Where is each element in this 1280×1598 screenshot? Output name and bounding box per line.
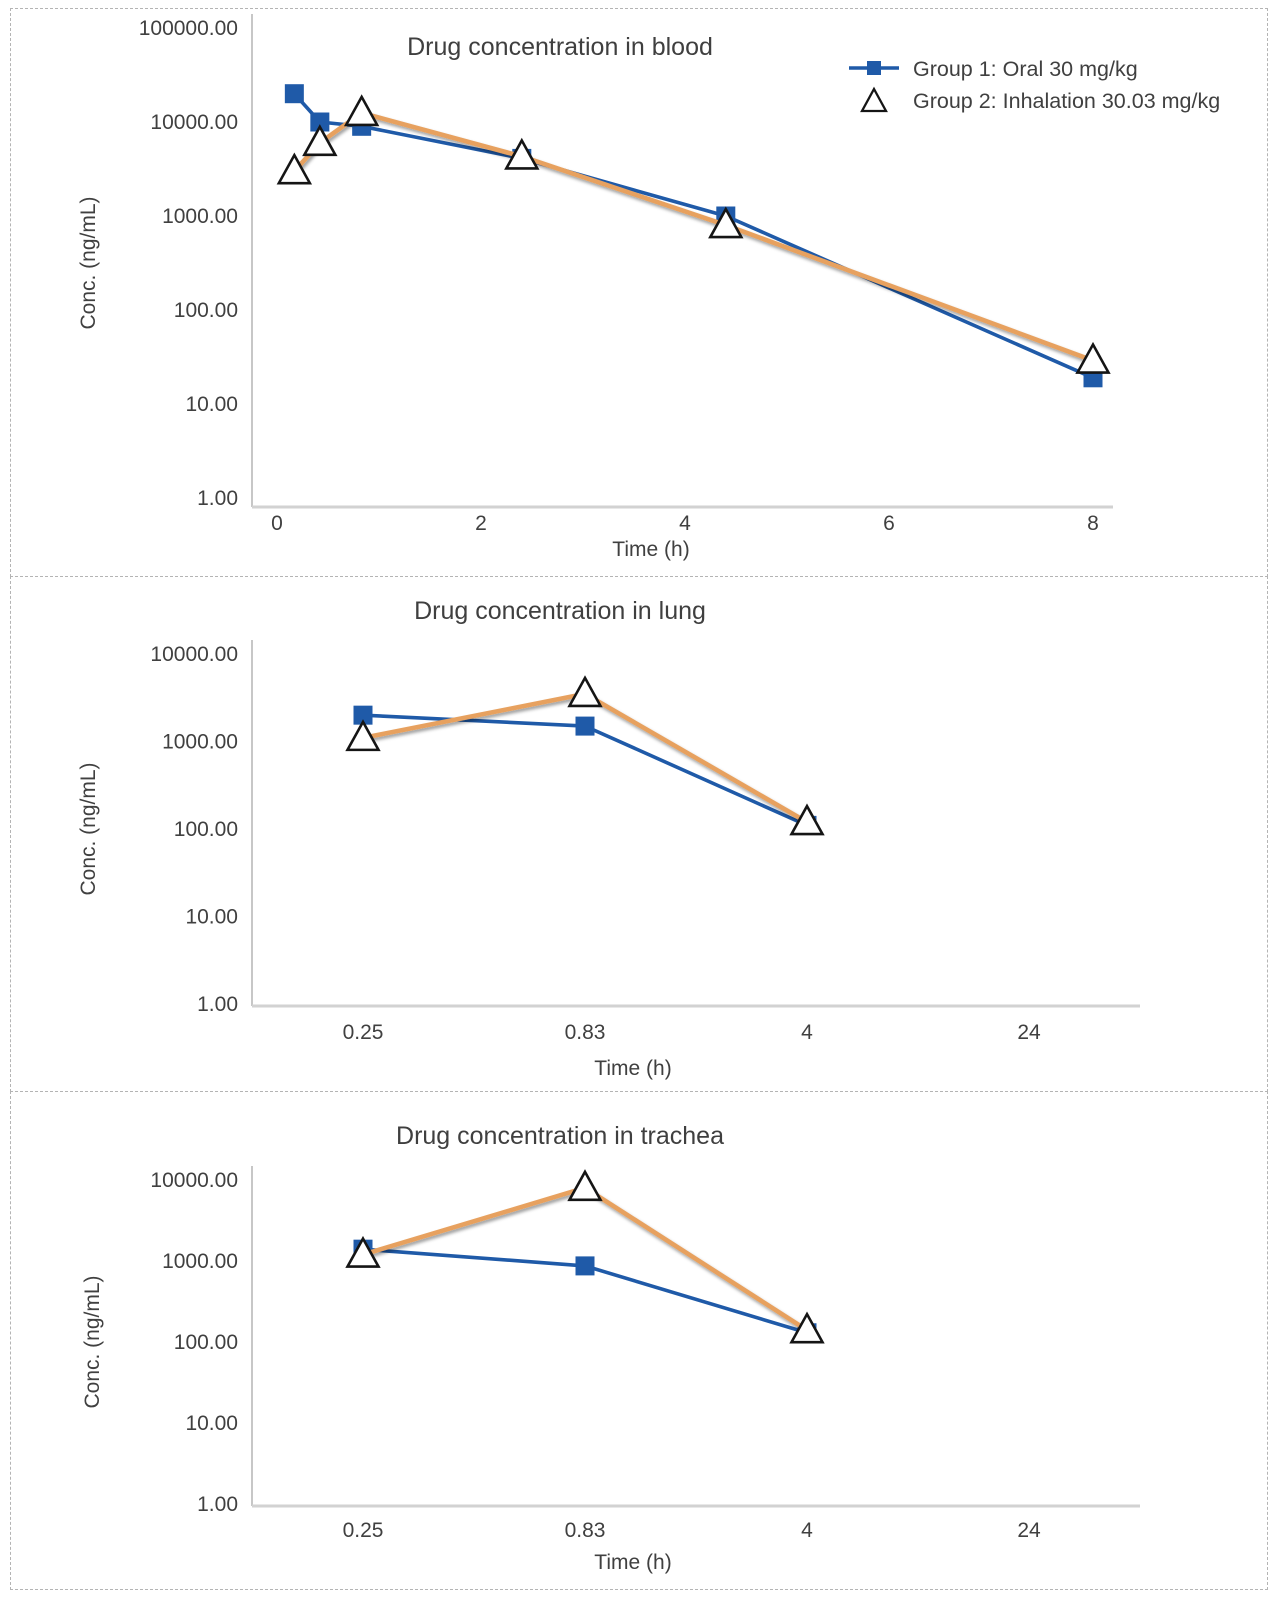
- marker-triangle: [345, 719, 381, 752]
- series-group1: [284, 84, 1103, 388]
- chart-title: Drug concentration in trachea: [396, 1122, 724, 1150]
- y-axis-title: Conc. (ng/mL): [81, 1275, 104, 1408]
- legend-triangle-icon: [860, 86, 888, 113]
- x-tick-label: 24: [1017, 1519, 1041, 1542]
- y-tick-label: 10.00: [185, 393, 238, 416]
- legend-label: Group 2: Inhalation 30.03 mg/kg: [913, 89, 1220, 113]
- y-tick-label: 1.00: [197, 993, 238, 1016]
- series-group2: [345, 1169, 825, 1344]
- marker-triangle: [567, 675, 603, 708]
- y-tick-label: 10000.00: [150, 111, 238, 134]
- marker-square: [575, 716, 595, 736]
- x-tick-label: 0.25: [343, 1519, 384, 1542]
- y-tick-label: 100000.00: [139, 17, 238, 40]
- series-group2: [276, 94, 1111, 374]
- marker-triangle: [276, 152, 313, 185]
- series-line: [293, 92, 1094, 380]
- y-tick-label: 100.00: [174, 1331, 238, 1354]
- legend-square-icon: [867, 61, 881, 75]
- x-axis-title: Time (h): [594, 1057, 671, 1080]
- y-tick-label: 10.00: [185, 1412, 238, 1435]
- y-tick-label: 1000.00: [162, 205, 238, 228]
- y-tick-label: 1.00: [197, 1493, 238, 1516]
- chart-title: Drug concentration in blood: [407, 33, 713, 61]
- x-tick-label: 6: [883, 512, 895, 535]
- chart-panel-trachea: Drug concentration in trachea 10000.00 100…: [10, 1091, 1268, 1590]
- marker-triangle: [789, 803, 825, 836]
- x-tick-label: 4: [679, 512, 691, 535]
- marker-triangle: [345, 1235, 381, 1268]
- y-tick-label: 1000.00: [162, 731, 238, 754]
- chart-panel-blood: Drug concentration in blood 100000.00 1000…: [10, 8, 1268, 577]
- marker-triangle: [343, 94, 380, 127]
- x-axis-title: Time (h): [594, 1551, 671, 1574]
- x-tick-label: 0: [271, 512, 283, 535]
- chart-svg: Drug concentration in blood 100000.00 1000…: [77, 14, 1220, 561]
- y-tick-label: 1000.00: [162, 1250, 238, 1273]
- y-tick-label: 10000.00: [150, 643, 238, 666]
- x-tick-label: 8: [1087, 512, 1099, 535]
- x-axis-title: Time (h): [612, 538, 689, 561]
- y-tick-label: 1.00: [197, 487, 238, 510]
- x-tick-label: 4: [801, 1519, 813, 1542]
- x-tick-label: 24: [1017, 1021, 1041, 1044]
- marker-triangle: [1075, 341, 1111, 374]
- marker-triangle: [302, 124, 338, 157]
- legend-item-group2: Group 2: Inhalation 30.03 mg/kg: [849, 86, 1220, 113]
- x-tick-label: 4: [801, 1021, 813, 1044]
- legend-label: Group 1: Oral 30 mg/kg: [913, 57, 1138, 81]
- chart-svg: Drug concentration in lung 10000.00 1000.0…: [77, 597, 1140, 1080]
- y-tick-label: 100.00: [174, 818, 238, 841]
- chart-title: Drug concentration in lung: [414, 597, 706, 625]
- y-axis-title: Conc. (ng/mL): [77, 762, 100, 895]
- marker-triangle: [504, 137, 540, 170]
- legend-item-group1: Group 1: Oral 30 mg/kg: [849, 57, 1138, 81]
- x-tick-label: 0.83: [565, 1021, 606, 1044]
- y-tick-label: 10000.00: [150, 1169, 238, 1192]
- marker-triangle: [567, 1169, 603, 1202]
- marker-square: [353, 705, 373, 725]
- marker-square: [284, 84, 304, 104]
- chart-svg: Drug concentration in trachea 10000.00 100…: [81, 1122, 1140, 1574]
- y-tick-label: 100.00: [174, 299, 238, 322]
- series-group2: [345, 675, 825, 836]
- marker-triangle: [789, 1311, 825, 1344]
- x-tick-label: 0.83: [565, 1519, 606, 1542]
- marker-square: [310, 112, 330, 132]
- y-tick-label: 10.00: [185, 906, 238, 929]
- marker-triangle: [708, 206, 744, 239]
- y-axis-title: Conc. (ng/mL): [77, 196, 100, 329]
- chart-panel-lung: Drug concentration in lung 10000.00 1000.0…: [10, 576, 1268, 1092]
- series-line: [362, 691, 809, 825]
- marker-square: [575, 1256, 595, 1276]
- x-tick-label: 0.25: [343, 1021, 384, 1044]
- legend: Group 1: Oral 30 mg/kg Group 2: Inhalatio…: [849, 57, 1220, 113]
- x-tick-label: 2: [475, 512, 487, 535]
